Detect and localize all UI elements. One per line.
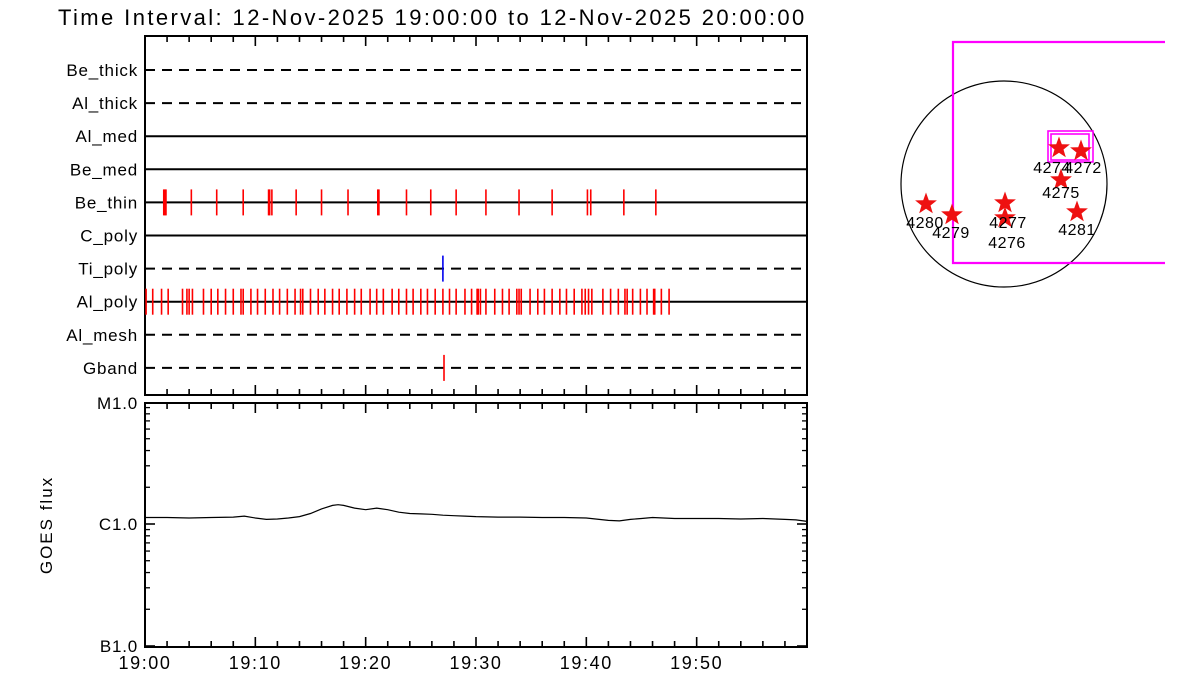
filter-row-label: Gband — [83, 359, 138, 378]
fov-box-small — [1047, 130, 1094, 163]
active-region-star — [915, 192, 937, 214]
plot-title: Time Interval: 12-Nov-2025 19:00:00 to 1… — [58, 5, 807, 30]
goes-xtick-label: 19:10 — [229, 653, 282, 673]
goes-flux-curve — [145, 504, 808, 522]
goes-y-axis-title: GOES flux — [37, 476, 56, 574]
filter-row-label: Ti_poly — [78, 260, 138, 279]
active-region-star — [994, 206, 1016, 228]
goes-xtick-label: 19:20 — [339, 653, 392, 673]
filter-row-label: C_poly — [80, 227, 138, 246]
active-region-label: 4272 — [1064, 160, 1102, 177]
active-region-star — [1050, 168, 1072, 190]
filter-row-label: Be_med — [70, 160, 138, 179]
goes-ytick-label: M1.0 — [97, 394, 138, 413]
goes-xtick-label: 19:40 — [560, 653, 613, 673]
solar-disk-circle — [900, 80, 1108, 288]
active-region-label: 4275 — [1042, 185, 1080, 202]
goes-ytick-label: C1.0 — [99, 515, 138, 534]
active-region-label: 4276 — [988, 235, 1026, 252]
filter-row-label: Al_mesh — [66, 326, 138, 345]
timeline-panel-frame — [144, 35, 808, 396]
goes-panel-frame — [144, 402, 808, 648]
active-region-star — [994, 191, 1016, 213]
filter-row-label: Al_thick — [72, 94, 138, 113]
active-region-star — [1066, 200, 1088, 222]
active-region-label: 4274 — [1033, 160, 1071, 177]
active-region-star — [1048, 136, 1070, 158]
filter-row-label: Be_thin — [75, 193, 138, 212]
goes-xtick-label: 19:50 — [670, 653, 723, 673]
fov-box-large — [951, 40, 1165, 265]
goes-xtick-label: 19:00 — [118, 653, 171, 673]
filter-row-label: Be_thick — [66, 61, 138, 80]
filter-row-label: Al_med — [76, 127, 138, 146]
goes-ytick-label: B1.0 — [100, 637, 138, 656]
active-region-label: 4279 — [932, 225, 970, 242]
fov-box-small — [1050, 133, 1090, 161]
active-region-star — [941, 203, 963, 225]
filter-row-label: Al_poly — [77, 293, 138, 312]
active-region-label: 4280 — [906, 215, 944, 232]
goes-xtick-label: 19:30 — [449, 653, 502, 673]
active-region-label: 4281 — [1058, 222, 1096, 239]
active-region-label: 4277 — [989, 215, 1027, 232]
active-region-star — [1070, 139, 1092, 161]
